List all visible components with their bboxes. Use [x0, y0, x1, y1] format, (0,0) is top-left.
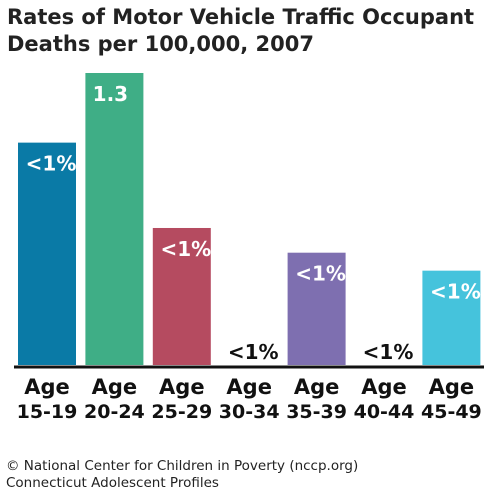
data-label-age-25-29: <1%: [160, 237, 211, 261]
footer: © National Center for Children in Povert…: [6, 458, 494, 492]
tick-label-age-25-29-range: 25-29: [151, 401, 212, 423]
data-label-age-20-24: 1.3: [93, 82, 128, 106]
data-label-age-15-19: <1%: [26, 152, 77, 176]
data-label-age-30-34: <1%: [228, 340, 279, 364]
source-text: Connecticut Adolescent Profiles: [6, 475, 219, 491]
bar-age-45-49: [422, 270, 481, 365]
tick-label-age-20-24-prefix: Age: [92, 375, 138, 399]
tick-label-age-30-34-prefix: Age: [226, 375, 272, 399]
bars-layer: [18, 73, 481, 365]
tick-label-age-45-49-range: 45-49: [421, 401, 482, 423]
tick-label-age-35-39-range: 35-39: [286, 401, 347, 423]
tick-label-age-15-19-prefix: Age: [24, 375, 70, 399]
tick-label-age-25-29-prefix: Age: [159, 375, 205, 399]
chart-title: Rates of Motor Vehicle Traffic Occupant …: [7, 5, 475, 56]
tick-label-age-45-49-prefix: Age: [429, 375, 475, 399]
data-label-age-40-44: <1%: [363, 340, 414, 364]
data-label-age-45-49: <1%: [430, 280, 481, 304]
bar-age-25-29: [152, 227, 211, 365]
bar-age-20-24: [85, 73, 144, 365]
copyright-text: © National Center for Children in Povert…: [6, 458, 359, 474]
labels-layer: <1% 1.3 <1% <1% <1% <1% <1%: [26, 82, 481, 364]
ticks-layer: Age15-19Age20-24Age25-29Age30-34Age35-39…: [17, 375, 482, 423]
tick-label-age-20-24-range: 20-24: [84, 401, 145, 423]
tick-label-age-30-34-range: 30-34: [219, 401, 280, 423]
tick-label-age-40-44-prefix: Age: [361, 375, 407, 399]
tick-label-age-35-39-prefix: Age: [294, 375, 340, 399]
bar-age-15-19: [18, 142, 76, 365]
data-label-age-35-39: <1%: [295, 262, 346, 286]
bar-age-35-39: [287, 252, 346, 365]
tick-label-age-15-19-range: 15-19: [17, 401, 78, 423]
tick-label-age-40-44-range: 40-44: [354, 401, 415, 423]
